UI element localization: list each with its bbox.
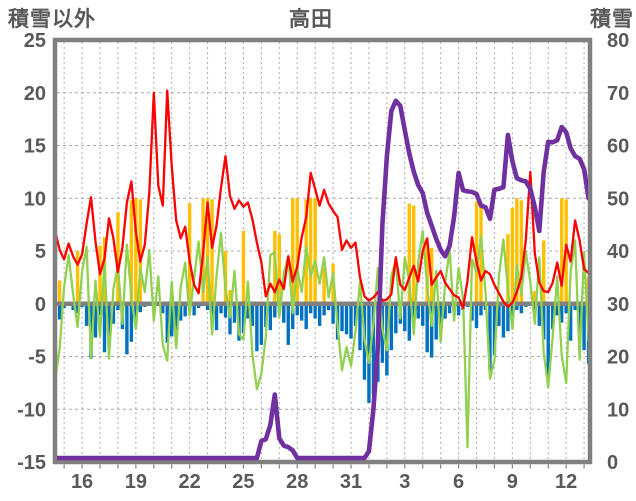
svg-text:15: 15: [24, 136, 46, 158]
svg-text:10: 10: [607, 399, 629, 421]
svg-text:-10: -10: [17, 399, 46, 421]
svg-text:31: 31: [340, 471, 362, 493]
snow-depth-line: [57, 98, 588, 461]
svg-text:22: 22: [179, 471, 201, 493]
svg-text:-5: -5: [28, 347, 46, 369]
svg-text:28: 28: [286, 471, 308, 493]
green-line: [57, 229, 588, 449]
svg-text:5: 5: [35, 241, 46, 263]
x-axis-labels: 16 19 22 25 28 31 3 6 9 12: [71, 471, 577, 493]
svg-text:0: 0: [35, 294, 46, 316]
svg-text:20: 20: [24, 83, 46, 105]
svg-text:12: 12: [555, 471, 577, 493]
svg-text:19: 19: [125, 471, 147, 493]
right-axis-title: 積雪: [590, 8, 634, 31]
svg-text:20: 20: [607, 347, 629, 369]
left-axis-labels: 25 20 15 10 5 0 -5 -10 -15: [17, 30, 46, 474]
svg-text:0: 0: [607, 452, 618, 474]
svg-text:-15: -15: [17, 452, 46, 474]
plot-frame: [52, 37, 593, 465]
svg-text:50: 50: [607, 188, 629, 210]
x-axis-ticks: [63, 464, 585, 469]
svg-text:40: 40: [607, 241, 629, 263]
svg-text:60: 60: [607, 136, 629, 158]
svg-text:30: 30: [607, 294, 629, 316]
svg-text:3: 3: [399, 471, 410, 493]
svg-text:25: 25: [232, 471, 254, 493]
red-line: [57, 89, 588, 310]
svg-text:6: 6: [453, 471, 464, 493]
svg-text:16: 16: [71, 471, 93, 493]
chart-title: 高田: [289, 8, 333, 31]
svg-text:9: 9: [507, 471, 518, 493]
svg-text:10: 10: [24, 188, 46, 210]
svg-text:25: 25: [24, 30, 46, 52]
svg-text:80: 80: [607, 30, 629, 52]
left-axis-title: 積雪以外: [8, 8, 96, 31]
right-axis-labels: 80 70 60 50 40 30 20 10 0: [607, 30, 629, 474]
svg-text:70: 70: [607, 83, 629, 105]
